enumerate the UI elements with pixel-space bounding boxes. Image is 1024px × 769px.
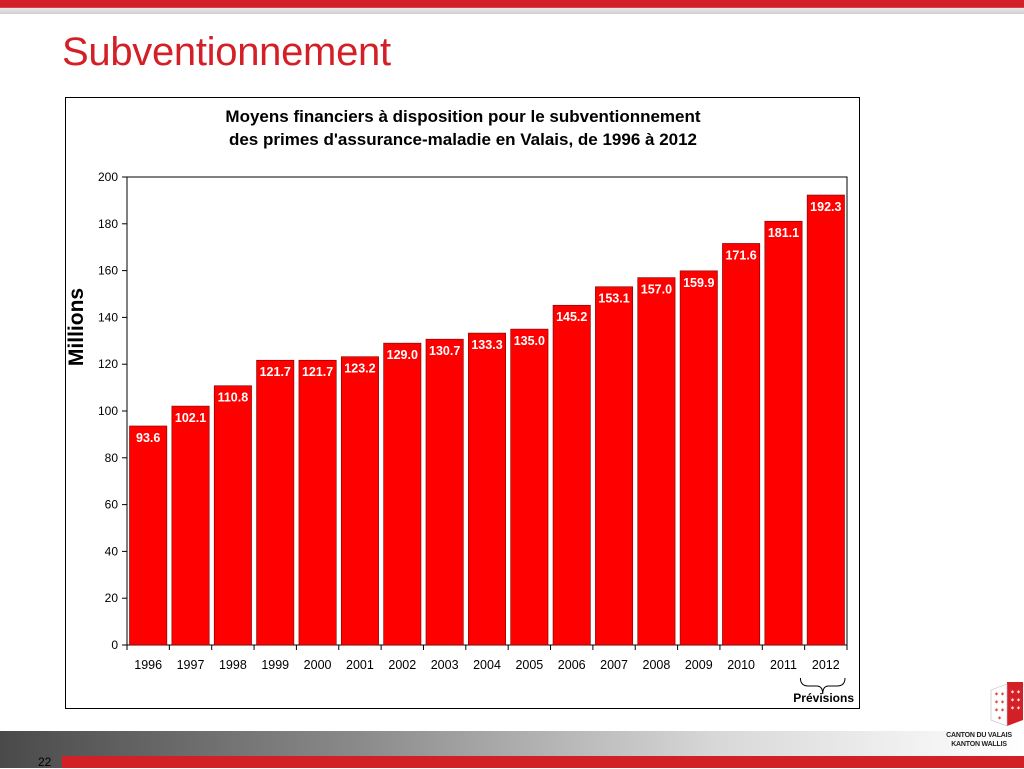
- data-label-2010: 171.6: [725, 248, 756, 262]
- bar-2000: [298, 359, 337, 646]
- y-tick-label: 120: [98, 357, 118, 371]
- data-label-1998: 110.8: [218, 391, 249, 405]
- bar-1999: [256, 359, 295, 646]
- y-tick-label: 200: [98, 170, 118, 184]
- data-label-2006: 145.2: [556, 310, 587, 324]
- chart-title-line-1: Moyens financiers à disposition pour le …: [225, 107, 700, 126]
- data-label-2009: 159.9: [683, 276, 714, 290]
- x-tick-label-1999: 1999: [261, 658, 289, 672]
- y-tick-label: 0: [111, 638, 118, 652]
- y-tick-label: 20: [105, 591, 119, 605]
- svg-text:✶: ✶: [1010, 697, 1015, 704]
- svg-text:✶: ✶: [994, 699, 999, 706]
- x-tick-label-2003: 2003: [431, 658, 459, 672]
- data-label-1996: 93.6: [136, 431, 160, 445]
- x-tick-label-2008: 2008: [643, 658, 671, 672]
- svg-text:✶: ✶: [997, 715, 1002, 722]
- canton-logo: ✶ ✶ ✶ ✶ ✶ ✶ ✶ ✶ ✶ ✶ ✶ ✶ ✶ CANTON DU VALA…: [935, 680, 1024, 760]
- data-label-1999: 121.7: [260, 365, 291, 379]
- bar-2008: [637, 277, 676, 646]
- x-tick-label-1996: 1996: [134, 658, 162, 672]
- y-tick-label: 100: [98, 404, 118, 418]
- svg-text:✶: ✶: [1016, 697, 1021, 704]
- svg-text:✶: ✶: [1000, 699, 1005, 706]
- data-label-2001: 123.2: [344, 362, 375, 376]
- y-tick-label: 180: [98, 217, 118, 231]
- bar-2006: [552, 304, 591, 646]
- data-label-2005: 135.0: [514, 334, 545, 348]
- bar-1998: [213, 385, 252, 646]
- valais-shield-icon: ✶ ✶ ✶ ✶ ✶ ✶ ✶ ✶ ✶ ✶ ✶ ✶ ✶: [990, 682, 1023, 727]
- y-tick-label: 40: [105, 544, 119, 558]
- slide-title: Subventionnement: [62, 30, 391, 74]
- bar-2004: [468, 332, 506, 646]
- bar-2001: [340, 356, 379, 646]
- x-tick-label-2006: 2006: [558, 658, 586, 672]
- svg-text:✶: ✶: [1016, 689, 1021, 696]
- bar-1996: [129, 425, 168, 646]
- data-label-2003: 130.7: [429, 344, 460, 358]
- data-label-1997: 102.1: [175, 411, 206, 425]
- bar-1997: [171, 405, 210, 646]
- logo-line-2: KANTON WALLIS: [951, 741, 1007, 748]
- x-tick-label-2002: 2002: [388, 658, 416, 672]
- x-tick-label-1997: 1997: [177, 658, 205, 672]
- x-tick-label-2012: 2012: [812, 658, 840, 672]
- svg-text:✶: ✶: [1000, 691, 1005, 698]
- bar-2010: [722, 243, 761, 646]
- bar-chart: Moyens financiers à disposition pour le …: [66, 107, 854, 705]
- x-tick-label-2000: 2000: [304, 658, 332, 672]
- logo-line-1: CANTON DU VALAIS: [946, 732, 1012, 739]
- bar-2003: [425, 338, 464, 646]
- bar-2002: [383, 342, 422, 646]
- data-label-2004: 133.3: [471, 338, 502, 352]
- x-tick-label-2010: 2010: [727, 658, 755, 672]
- bar-2009: [679, 270, 718, 646]
- data-label-2012: 192.3: [810, 200, 841, 214]
- data-label-2008: 157.0: [641, 283, 672, 297]
- bar-2012: [806, 194, 845, 646]
- chart-title-line-2: des primes d'assurance-maladie en Valais…: [229, 130, 697, 149]
- svg-text:✶: ✶: [994, 707, 999, 714]
- data-label-2000: 121.7: [302, 365, 333, 379]
- x-tick-label-2009: 2009: [685, 658, 713, 672]
- chart-frame: Moyens financiers à disposition pour le …: [65, 97, 860, 709]
- data-label-2007: 153.1: [598, 292, 629, 306]
- x-tick-label-1998: 1998: [219, 658, 247, 672]
- svg-text:✶: ✶: [1010, 705, 1015, 712]
- top-accent-bar: [0, 0, 1024, 14]
- x-tick-label-2001: 2001: [346, 658, 374, 672]
- bar-2005: [510, 328, 549, 646]
- y-axis-label: Millions: [66, 288, 88, 366]
- bar-2011: [764, 220, 803, 646]
- svg-text:✶: ✶: [1010, 689, 1015, 696]
- data-label-2002: 129.0: [387, 348, 418, 362]
- y-tick-label: 80: [105, 451, 119, 465]
- data-label-2011: 181.1: [768, 226, 799, 240]
- forecast-brace: [799, 677, 846, 695]
- forecast-annotation: Prévisions: [793, 691, 854, 705]
- page-number: 22: [38, 755, 52, 769]
- svg-text:✶: ✶: [1016, 705, 1021, 712]
- y-tick-label: 160: [98, 264, 118, 278]
- x-tick-label-2005: 2005: [515, 658, 543, 672]
- bar-2007: [595, 286, 634, 646]
- x-tick-label-2011: 2011: [770, 658, 797, 672]
- x-tick-label-2004: 2004: [473, 658, 501, 672]
- svg-text:✶: ✶: [1000, 707, 1005, 714]
- svg-text:✶: ✶: [994, 691, 999, 698]
- y-tick-label: 60: [105, 498, 119, 512]
- footer-red-strip: [62, 756, 1024, 768]
- y-tick-label: 140: [98, 310, 118, 324]
- x-tick-label-2007: 2007: [600, 658, 628, 672]
